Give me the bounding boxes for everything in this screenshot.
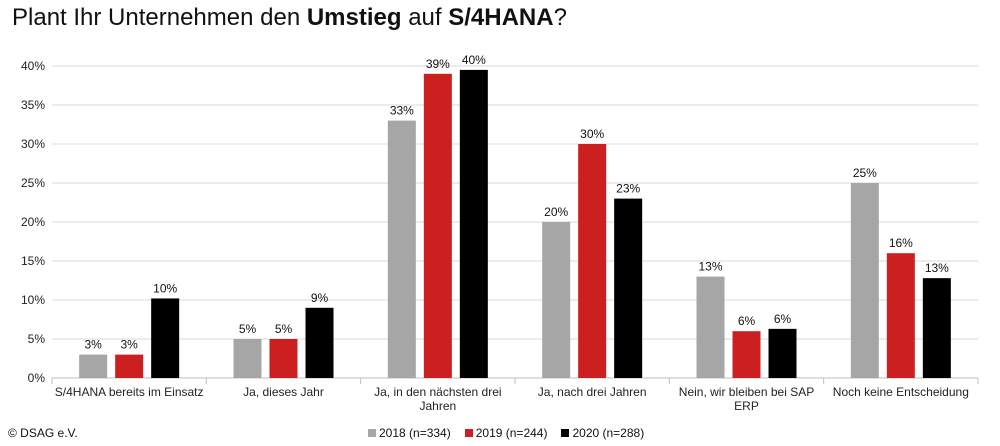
y-tick-label: 35% bbox=[21, 98, 45, 112]
bar bbox=[886, 253, 915, 378]
data-label: 16% bbox=[889, 236, 913, 250]
bar bbox=[542, 222, 571, 378]
data-label: 30% bbox=[580, 127, 604, 141]
data-label: 25% bbox=[853, 166, 877, 180]
bar bbox=[614, 198, 643, 378]
data-label: 10% bbox=[153, 281, 177, 295]
bar bbox=[387, 120, 416, 378]
bar bbox=[696, 276, 725, 378]
data-label: 40% bbox=[462, 53, 486, 67]
bar bbox=[922, 278, 951, 378]
data-label: 3% bbox=[120, 338, 138, 352]
x-tick-label: Jahren bbox=[419, 399, 456, 413]
data-label: 20% bbox=[544, 205, 568, 219]
x-tick-label: ERP bbox=[734, 399, 759, 413]
bar bbox=[269, 339, 298, 378]
y-tick-label: 5% bbox=[28, 332, 46, 346]
bar bbox=[305, 307, 334, 378]
y-tick-label: 25% bbox=[21, 176, 45, 190]
data-label: 13% bbox=[698, 260, 722, 274]
title-part1: Plant Ihr Unternehmen den bbox=[12, 4, 307, 31]
data-label: 33% bbox=[390, 104, 414, 118]
legend-item-2018: 2018 (n=334) bbox=[368, 426, 451, 440]
bar bbox=[459, 69, 488, 379]
legend-swatch-2019 bbox=[464, 429, 473, 437]
x-tick-label: S/4HANA bereits im Einsatz bbox=[55, 385, 204, 399]
data-label: 3% bbox=[84, 338, 102, 352]
data-label: 9% bbox=[311, 291, 329, 305]
x-tick-label: Nein, wir bleiben bei SAP bbox=[679, 385, 814, 399]
bar bbox=[732, 331, 761, 378]
y-tick-label: 30% bbox=[21, 137, 45, 151]
title-part2: auf bbox=[401, 4, 449, 31]
y-tick-label: 40% bbox=[21, 59, 45, 73]
legend-item-2019: 2019 (n=244) bbox=[464, 426, 548, 440]
chart-title: Plant Ihr Unternehmen den Umstieg auf S/… bbox=[12, 4, 567, 32]
x-tick-label: Ja, dieses Jahr bbox=[243, 385, 324, 399]
data-label: 23% bbox=[616, 182, 640, 196]
y-tick-label: 15% bbox=[21, 254, 45, 268]
bar bbox=[151, 298, 180, 378]
legend-label-2018: 2018 (n=334) bbox=[379, 426, 451, 440]
y-tick-label: 10% bbox=[21, 293, 45, 307]
y-tick-label: 0% bbox=[28, 371, 46, 385]
bar bbox=[850, 183, 879, 378]
legend: 2018 (n=334) 2019 (n=244) 2020 (n=288) bbox=[368, 426, 644, 440]
legend-swatch-2020 bbox=[561, 429, 570, 437]
x-tick-label: Ja, nach drei Jahren bbox=[538, 385, 647, 399]
bar bbox=[79, 354, 108, 378]
data-label: 6% bbox=[774, 312, 792, 326]
bar bbox=[233, 339, 262, 378]
y-tick-label: 20% bbox=[21, 215, 45, 229]
bar bbox=[578, 144, 607, 378]
bar bbox=[115, 354, 144, 378]
x-tick-label: Ja, in den nächsten drei bbox=[374, 385, 501, 399]
data-label: 5% bbox=[275, 322, 293, 336]
title-bold1: Umstieg bbox=[306, 4, 402, 31]
legend-swatch-2018 bbox=[368, 429, 376, 437]
title-bold2: S/4HANA bbox=[448, 4, 554, 31]
legend-label-2019: 2019 (n=244) bbox=[475, 426, 548, 440]
bar bbox=[423, 73, 452, 379]
legend-label-2020: 2020 (n=288) bbox=[572, 426, 645, 440]
title-part3: ? bbox=[553, 4, 567, 31]
legend-item-2020: 2020 (n=288) bbox=[561, 426, 644, 440]
copyright: © DSAG e.V. bbox=[8, 426, 78, 440]
footer: © DSAG e.V. 2018 (n=334) 2019 (n=244) 20… bbox=[0, 418, 1000, 446]
bar bbox=[768, 328, 797, 378]
data-label: 13% bbox=[925, 261, 949, 275]
bar-chart: 0% 5% 10% 15% 20% 25% 30% 35% 40% 3% 3% 10% S/4HANA … bbox=[21, 53, 979, 413]
x-tick-label: Noch keine Entscheidung bbox=[833, 385, 969, 399]
data-label: 5% bbox=[239, 322, 257, 336]
data-label: 6% bbox=[738, 314, 756, 328]
data-label: 39% bbox=[426, 57, 450, 71]
